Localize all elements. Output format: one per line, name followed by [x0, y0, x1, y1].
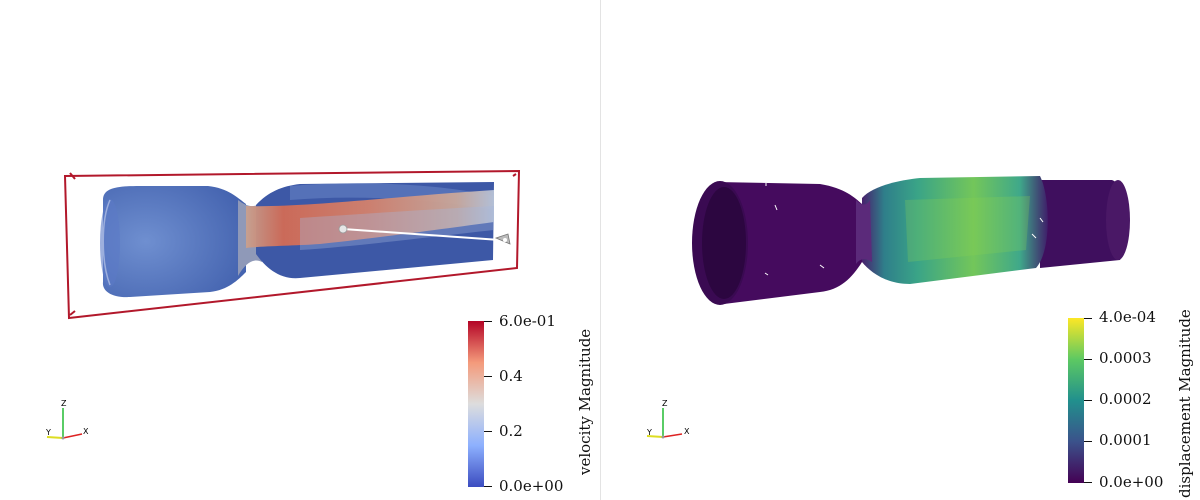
colorbar-tick	[484, 431, 492, 432]
displacement-render	[646, 176, 1130, 483]
axis-z-label: Z	[61, 399, 67, 408]
render-view-displacement[interactable]: Z X Y 4.0e-04 0.0003 0.0002 0.0001 0.0e+…	[601, 0, 1200, 500]
colorbar-tick	[1084, 359, 1092, 360]
axis-x-label: X	[83, 427, 89, 436]
velocity-render	[46, 169, 521, 487]
colorbar-title: velocity Magnitude	[576, 328, 594, 475]
colorbar-tick	[484, 486, 492, 487]
view-splitter[interactable]	[600, 0, 601, 500]
probe-line-widget[interactable]	[338, 224, 511, 245]
displacement-colorbar	[1068, 318, 1084, 483]
colorbar-tick	[484, 321, 492, 322]
axis-x-label: X	[684, 427, 690, 436]
colorbar-title: displacement Magnitude	[1176, 309, 1194, 498]
velocity-colorbar	[468, 321, 484, 487]
colorbar-tick-label: 6.0e-01	[499, 312, 556, 330]
colorbar-tick	[1084, 482, 1092, 483]
orientation-axes	[46, 408, 83, 440]
colorbar-tick	[484, 376, 492, 377]
axis-z-label: Z	[662, 399, 668, 408]
vessel-right-section	[246, 182, 494, 279]
axis-y-label: Y	[647, 428, 652, 437]
colorbar-tick-label: 0.0001	[1099, 431, 1152, 449]
colorbar-tick	[1084, 318, 1092, 319]
outline-box	[63, 169, 521, 320]
axis-y-label: Y	[46, 428, 51, 437]
colorbar-tick-label: 0.0e+00	[499, 477, 564, 495]
orientation-axes	[646, 408, 683, 439]
colorbar-tick-label: 4.0e-04	[1099, 308, 1156, 326]
colorbar-tick-label: 0.0003	[1099, 349, 1152, 367]
colorbar-tick-label: 0.0e+00	[1099, 473, 1164, 491]
vessel-left-section	[100, 186, 246, 298]
colorbar-tick-label: 0.4	[499, 367, 523, 385]
render-view-velocity[interactable]: Z X Y 6.0e-01 0.4 0.2 0.0e+00 velocity M…	[0, 0, 600, 500]
deformed-vessel	[692, 176, 1130, 305]
colorbar-tick-label: 0.2	[499, 422, 523, 440]
colorbar-tick	[1084, 400, 1092, 401]
colorbar-tick-label: 0.0002	[1099, 390, 1152, 408]
colorbar-tick	[1084, 441, 1092, 442]
